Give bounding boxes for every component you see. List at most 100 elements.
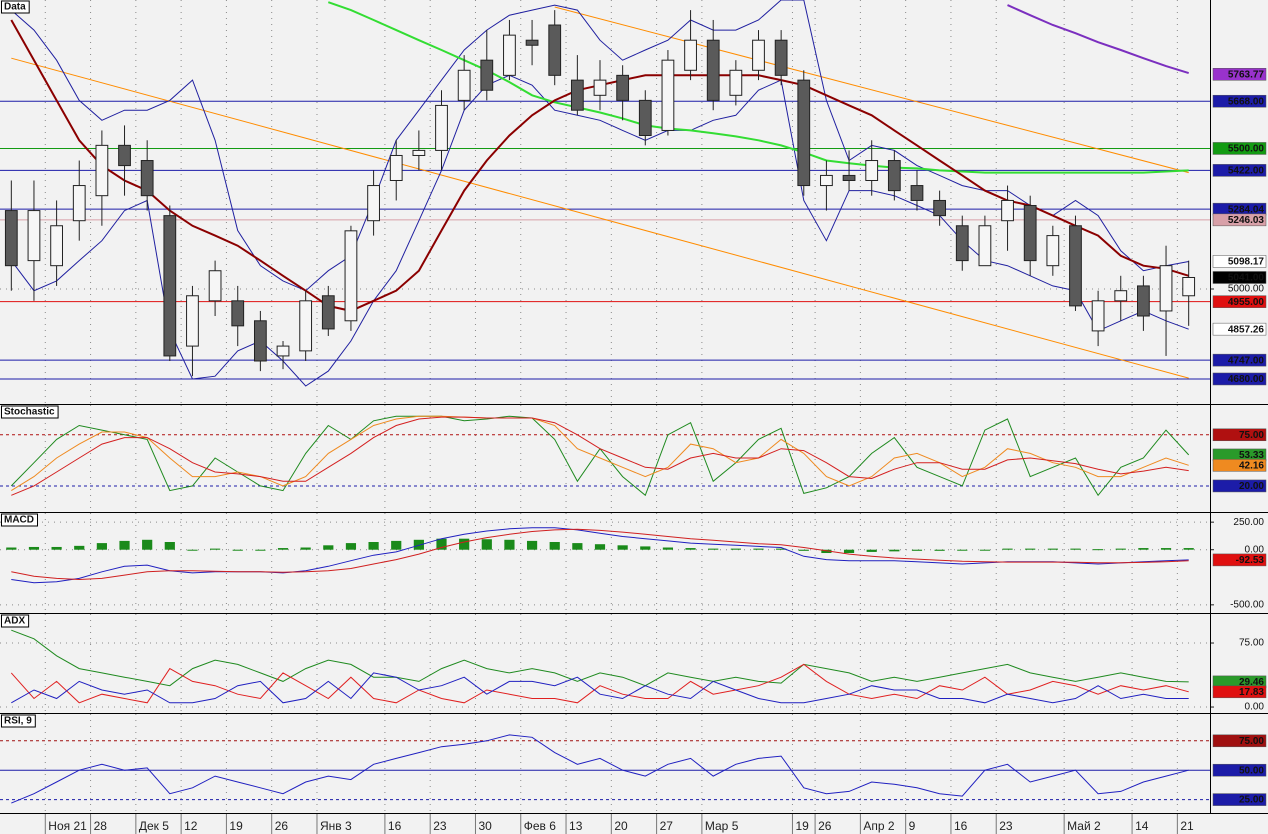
price-label: 4857.26 (1228, 324, 1265, 335)
price-label-box (1212, 685, 1267, 699)
panel (0, 405, 1210, 512)
price-label-box (1212, 255, 1267, 268)
histogram-bar (1070, 548, 1081, 550)
x-tick-label: 27 (660, 819, 674, 833)
candle-body (140, 160, 154, 197)
histogram-bar (74, 545, 85, 550)
candle-body (1046, 235, 1060, 267)
histogram-bar (979, 549, 990, 551)
x-tick-label: Мар 5 (705, 819, 739, 833)
histogram-bar (662, 547, 674, 550)
panel-title-box (1, 513, 38, 527)
x-tick-label: 21 (1180, 819, 1194, 833)
histogram-bar (277, 548, 289, 550)
indicator-line (11, 629, 1189, 687)
panel-title: MACD (4, 515, 34, 526)
candle-body (503, 34, 516, 76)
price-label-box (1212, 793, 1267, 806)
histogram-bar (481, 539, 492, 550)
indicator-line (11, 415, 1189, 492)
indicator-line (11, 416, 1189, 496)
candle-body (253, 320, 267, 362)
price-label-box (1212, 295, 1267, 308)
price-label-box (1212, 271, 1267, 284)
candle-body (389, 154, 403, 181)
candle-body (774, 39, 788, 76)
indicator-line (10, 0, 1189, 292)
price-label-box (1212, 734, 1267, 748)
histogram-bar (866, 549, 877, 552)
candle-body (978, 225, 992, 267)
price-label-box (1212, 553, 1267, 567)
price-label: 5500.00 (1228, 144, 1265, 155)
histogram-bar (504, 539, 515, 550)
panel-title: RSI, 9 (4, 716, 32, 727)
candle-body (1137, 285, 1150, 317)
x-tick-label: Май 2 (1067, 819, 1101, 833)
histogram-bar (459, 538, 470, 550)
x-tick-label: Апр 2 (863, 819, 895, 833)
price-label-box (1212, 459, 1267, 472)
price-label: 42.16 (1239, 460, 1264, 471)
histogram-bar (549, 541, 560, 550)
x-tick-label: 9 (909, 819, 916, 833)
histogram-bar (526, 540, 538, 550)
price-label: 5041.00 (1228, 273, 1265, 284)
price-label: 4747.00 (1228, 355, 1265, 366)
histogram-bar (300, 547, 311, 550)
price-label: 5246.03 (1228, 215, 1265, 226)
candle-body (820, 174, 833, 187)
x-tick-label: 30 (478, 819, 492, 833)
candle-body (27, 210, 41, 262)
histogram-bar (1138, 548, 1149, 550)
candle-body (865, 160, 879, 181)
candle-body (638, 99, 652, 137)
candle-body (231, 300, 245, 327)
indicator-line (327, 1, 1189, 174)
x-tick-label: Дек 5 (139, 819, 169, 833)
candle-body (118, 144, 131, 167)
histogram-bar (232, 549, 243, 551)
indicator-line (10, 663, 1189, 704)
x-tick-label: 14 (1135, 819, 1149, 833)
candle-body (910, 185, 924, 201)
histogram-bar (436, 538, 447, 550)
price-label: 5668.00 (1228, 96, 1265, 107)
candle-body (593, 79, 607, 96)
candle-body (1159, 265, 1173, 312)
y-tick-label: 5000.00 (1228, 284, 1265, 295)
indicator-line (11, 528, 1189, 581)
indicator-line (11, 734, 1189, 804)
indicator-line (11, 527, 1189, 584)
price-label: -92.53 (1236, 555, 1265, 566)
histogram-bar (617, 545, 628, 550)
candle-body (752, 39, 765, 71)
candle-body (186, 295, 199, 347)
histogram-bar (1002, 548, 1013, 550)
histogram-bar (685, 548, 696, 550)
panel (0, 0, 1210, 404)
histogram-bar (142, 539, 153, 550)
price-label: 29.46 (1239, 677, 1264, 688)
histogram-bar (889, 549, 900, 552)
y-tick-label: 250.00 (1233, 517, 1264, 528)
x-tick-label: 20 (614, 819, 628, 833)
histogram-bar (594, 544, 606, 550)
x-tick-label: Фев 6 (524, 819, 557, 833)
candle-body (1069, 225, 1082, 307)
price-label-box (1212, 213, 1267, 227)
price-label-box (1212, 164, 1267, 177)
candle-body (367, 185, 380, 222)
indicator-line (1007, 4, 1189, 75)
candle-body (1114, 290, 1128, 302)
candle-body (887, 160, 901, 192)
candle-body (570, 79, 584, 111)
y-tick-label: 0.00 (1245, 702, 1265, 713)
price-label: 75.00 (1239, 736, 1264, 747)
candle-body (72, 185, 86, 222)
panel-title-box (1, 714, 36, 728)
x-tick-label: 19 (229, 819, 243, 833)
panel-title: ADX (4, 616, 25, 627)
